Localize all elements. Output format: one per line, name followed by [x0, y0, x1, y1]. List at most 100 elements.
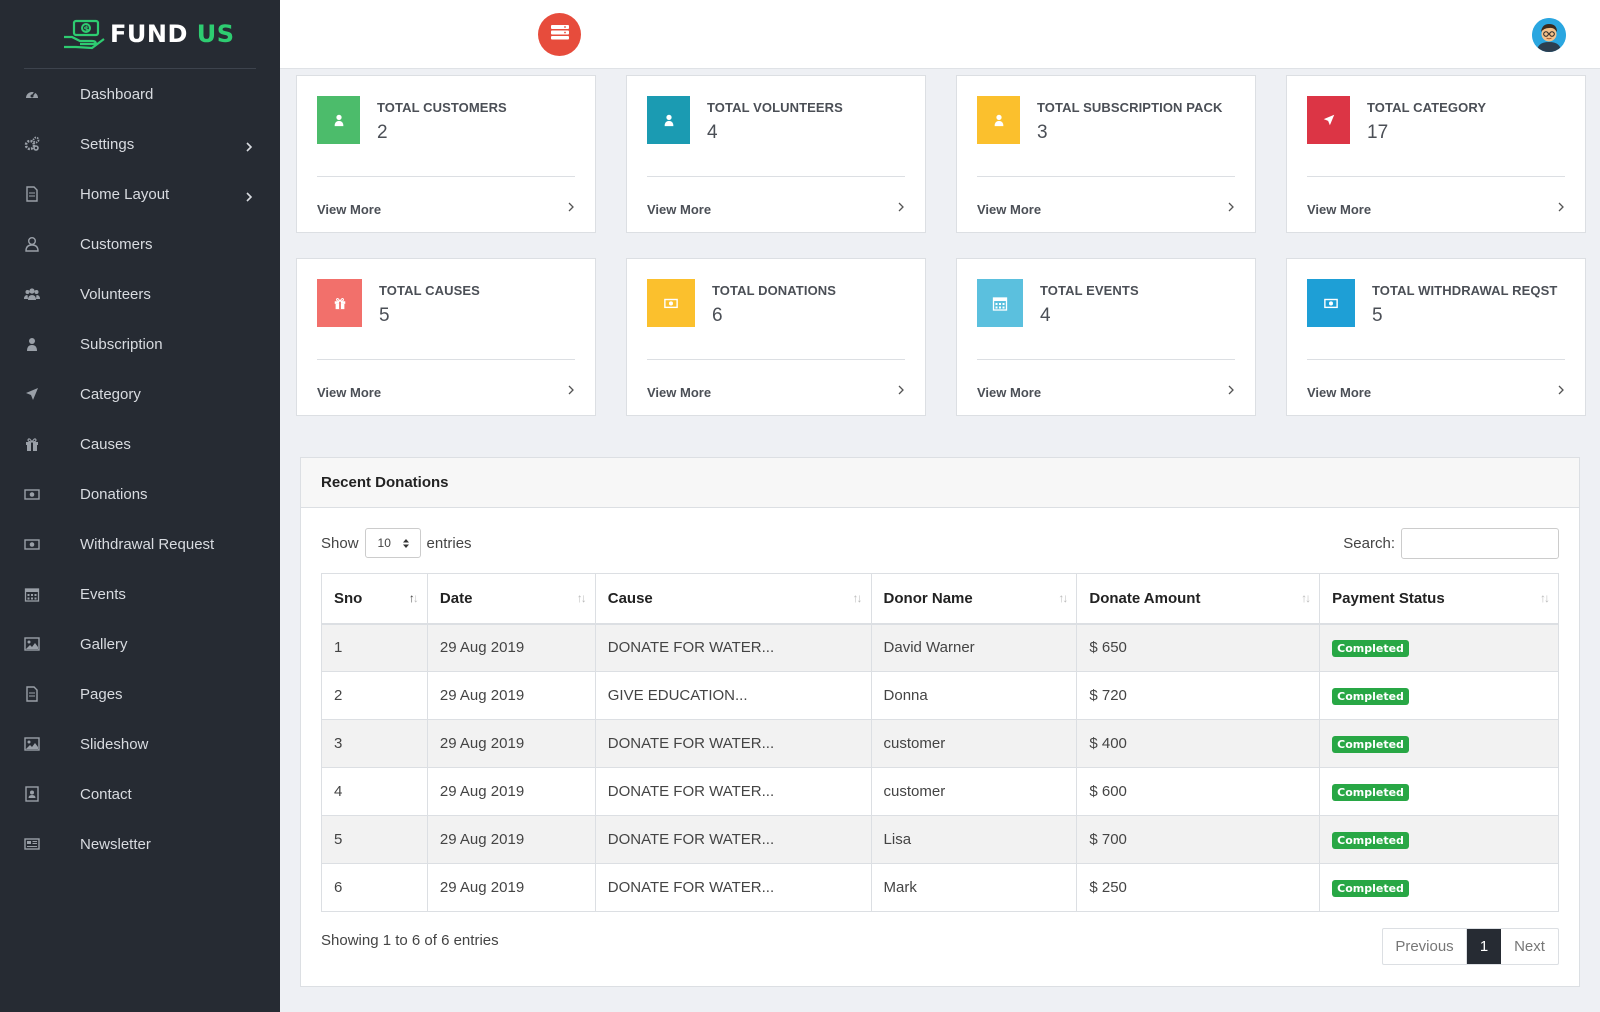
sidebar-item-settings[interactable]: Settings: [0, 119, 280, 169]
cell-donor-name: David Warner: [870, 623, 1078, 672]
chevron-right-icon[interactable]: [1227, 383, 1235, 395]
card-divider: [1307, 176, 1565, 177]
status-badge: Completed: [1332, 639, 1409, 657]
entries-label: entries: [426, 534, 472, 552]
cell-date: 29 Aug 2019: [426, 671, 596, 720]
status-badge: Completed: [1332, 687, 1409, 705]
sidebar-item-category[interactable]: Category: [0, 369, 280, 419]
chevron-right-icon[interactable]: [1227, 200, 1235, 212]
newspaper-icon: [24, 836, 40, 852]
stat-card-events: TOTAL EVENTS 4 View More: [956, 258, 1256, 416]
sidebar-item-causes[interactable]: Causes: [0, 419, 280, 469]
sidebar-item-customers[interactable]: Customers: [0, 219, 280, 269]
chevron-right-icon[interactable]: [897, 383, 905, 395]
cell-sno: 2: [321, 671, 428, 720]
calendar-icon: [24, 586, 40, 602]
view-more-link[interactable]: View More: [1307, 385, 1372, 400]
sidebar-item-home-layout[interactable]: Home Layout: [0, 169, 280, 219]
panel-title: Recent Donations: [321, 474, 449, 491]
brand-name-part1: FUND: [110, 20, 188, 48]
stat-card-value: 17: [1367, 122, 1389, 143]
money-icon: [1307, 279, 1355, 327]
page-length-select[interactable]: 10: [364, 528, 421, 558]
view-more-link[interactable]: View More: [317, 385, 382, 400]
view-more-link[interactable]: View More: [647, 385, 712, 400]
stat-card-title: TOTAL CAUSES: [379, 283, 480, 298]
stat-card-title: TOTAL DONATIONS: [712, 283, 837, 298]
cell-donate-amount: $ 700: [1076, 815, 1321, 864]
chevron-right-icon: [244, 139, 254, 152]
status-badge: Completed: [1332, 879, 1409, 897]
sidebar-item-events[interactable]: Events: [0, 569, 280, 619]
chevron-right-icon[interactable]: [1557, 383, 1565, 395]
column-header-cause[interactable]: Cause ↑↓: [594, 573, 872, 625]
pagination-page-button[interactable]: 1: [1467, 929, 1501, 964]
stat-card-value: 2: [377, 122, 388, 143]
file-icon: [24, 686, 40, 702]
sidebar-item-label: Home Layout: [80, 185, 170, 203]
view-more-link[interactable]: View More: [1307, 202, 1372, 217]
cell-date: 29 Aug 2019: [426, 767, 596, 816]
column-header-date[interactable]: Date ↑↓: [426, 573, 596, 625]
cell-date: 29 Aug 2019: [426, 863, 596, 912]
sidebar-item-label: Category: [80, 385, 141, 403]
calendar-icon: [977, 279, 1023, 327]
view-more-link[interactable]: View More: [647, 202, 712, 217]
chevron-right-icon[interactable]: [897, 200, 905, 212]
search-input[interactable]: [1401, 528, 1559, 559]
sidebar-item-subscription[interactable]: Subscription: [0, 319, 280, 369]
column-header-payment-status[interactable]: Payment Status ↑↓: [1319, 573, 1559, 625]
table-row: 5 29 Aug 2019 DONATE FOR WATER... Lisa $…: [321, 815, 1559, 864]
gift-icon: [24, 436, 40, 452]
column-header-donor-name[interactable]: Donor Name ↑↓: [870, 573, 1078, 625]
view-more-link[interactable]: View More: [977, 385, 1042, 400]
sort-icon: ↑↓: [852, 591, 863, 605]
sidebar-item-contact[interactable]: Contact: [0, 769, 280, 819]
user-avatar[interactable]: [1532, 18, 1566, 52]
cell-date: 29 Aug 2019: [426, 815, 596, 864]
sidebar-toggle-button[interactable]: [538, 13, 581, 56]
sidebar-item-pages[interactable]: Pages: [0, 669, 280, 719]
sidebar-item-slideshow[interactable]: Slideshow: [0, 719, 280, 769]
brand-name-part2: US: [196, 20, 235, 48]
chevron-right-icon[interactable]: [1557, 200, 1565, 212]
cell-donor-name: Donna: [870, 671, 1078, 720]
sidebar-item-label: Dashboard: [80, 85, 154, 103]
cell-donate-amount: $ 400: [1076, 719, 1321, 768]
hand-money-icon: $: [62, 17, 106, 51]
stat-card-donations: TOTAL DONATIONS 6 View More: [626, 258, 926, 416]
brand-logo[interactable]: $ FUND US: [62, 16, 235, 52]
view-more-link[interactable]: View More: [977, 202, 1042, 217]
page-length-control: Show 10 entries: [321, 528, 472, 558]
sidebar-item-gallery[interactable]: Gallery: [0, 619, 280, 669]
pagination: Previous 1 Next: [1382, 928, 1559, 965]
view-more-link[interactable]: View More: [317, 202, 382, 217]
sidebar-item-volunteers[interactable]: Volunteers: [0, 269, 280, 319]
stat-card-causes: TOTAL CAUSES 5 View More: [296, 258, 596, 416]
card-divider: [977, 176, 1235, 177]
table-row: 6 29 Aug 2019 DONATE FOR WATER... Mark $…: [321, 863, 1559, 912]
pagination-previous-button[interactable]: Previous: [1383, 929, 1467, 964]
stat-card-title: TOTAL EVENTS: [1040, 283, 1139, 298]
sidebar-item-label: Pages: [80, 685, 123, 703]
stat-card-category: TOTAL CATEGORY 17 View More: [1286, 75, 1586, 233]
stat-card-title: TOTAL VOLUNTEERS: [707, 100, 843, 115]
column-header-donate-amount[interactable]: Donate Amount ↑↓: [1076, 573, 1321, 625]
chevron-right-icon[interactable]: [567, 383, 575, 395]
cell-payment-status: Completed: [1319, 623, 1559, 672]
cell-cause: GIVE EDUCATION...: [594, 671, 872, 720]
sidebar-item-label: Contact: [80, 785, 132, 803]
file-icon: [24, 186, 40, 202]
stat-card-customers: TOTAL CUSTOMERS 2 View More: [296, 75, 596, 233]
sidebar-item-newsletter[interactable]: Newsletter: [0, 819, 280, 869]
user-icon: [24, 336, 40, 352]
chevron-right-icon[interactable]: [567, 200, 575, 212]
sidebar-item-dashboard[interactable]: Dashboard: [0, 69, 280, 119]
sidebar-item-donations[interactable]: Donations: [0, 469, 280, 519]
column-header-sno[interactable]: Sno ↑↓: [321, 573, 428, 625]
sort-icon: ↑↓: [1058, 591, 1068, 605]
sidebar-item-withdrawal-request[interactable]: Withdrawal Request: [0, 519, 280, 569]
select-arrows-icon: [402, 538, 410, 552]
card-divider: [647, 176, 905, 177]
pagination-next-button[interactable]: Next: [1514, 938, 1545, 955]
